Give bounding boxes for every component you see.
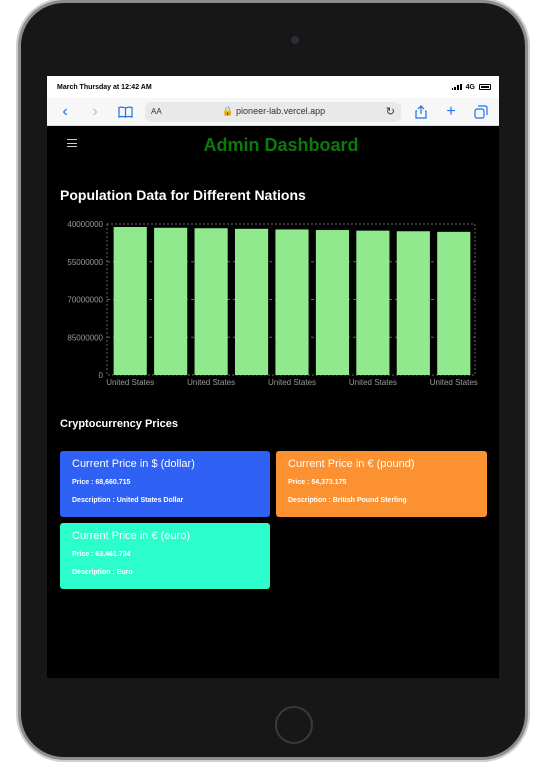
status-bar: March Thursday at 12:42 AM 4G (47, 76, 499, 98)
bar (356, 230, 390, 375)
bar (275, 229, 309, 375)
share-icon[interactable] (411, 102, 431, 122)
y-tick-label: 55000000 (67, 258, 103, 267)
home-button[interactable] (275, 706, 313, 744)
card-title: Current Price in $ (dollar) (72, 458, 195, 470)
url-text: 🔒 pioneer-lab.vercel.app (222, 106, 326, 116)
bar (154, 227, 188, 375)
card-price: Price : 63,461.734 (72, 551, 131, 558)
x-tick-label: United States (187, 378, 235, 387)
status-indicators: 4G (451, 83, 491, 91)
signal-icon (451, 84, 462, 90)
card-price: Price : 68,660.715 (72, 479, 131, 486)
bar (315, 230, 350, 375)
url-value: pioneer-lab.vercel.app (236, 106, 326, 116)
population-title: Population Data for Different Nations (60, 187, 306, 203)
card-title: Current Price in € (pound) (288, 458, 415, 470)
menu-icon[interactable] (67, 139, 77, 147)
population-bar-chart: 400000005500000070000000850000000United … (67, 220, 478, 387)
reload-icon[interactable]: ↻ (385, 106, 395, 118)
card-description: Description : United States Dollar (72, 497, 184, 504)
card-title: Current Price in € (euro) (72, 530, 190, 542)
bar (437, 231, 471, 375)
camera-icon (291, 36, 299, 44)
address-bar[interactable]: AA 🔒 pioneer-lab.vercel.app ↻ (145, 101, 401, 122)
y-tick-label: 40000000 (67, 220, 103, 229)
bar (234, 228, 269, 375)
y-tick-label: 70000000 (67, 296, 103, 305)
app-header: Admin Dashboard (47, 126, 499, 164)
card-description: Description : British Pound Sterling (288, 497, 407, 504)
x-tick-label: United States (349, 378, 397, 387)
card-description: Description : Euro (72, 569, 133, 576)
status-time: March Thursday at 12:42 AM (57, 83, 152, 91)
tabs-icon[interactable] (471, 102, 491, 122)
browser-toolbar: ‹ › AA 🔒 pioneer-lab.vercel.app ↻ + (47, 98, 499, 126)
bookmarks-icon[interactable] (115, 102, 135, 122)
page-title: Admin Dashboard (203, 134, 359, 155)
screen: March Thursday at 12:42 AM 4G ‹ › AA 🔒 p… (47, 76, 499, 678)
plot-frame (106, 223, 476, 376)
battery-icon (479, 84, 491, 90)
y-tick-label: 0 (99, 371, 104, 380)
y-tick-label: 85000000 (67, 333, 103, 342)
bar (194, 228, 228, 375)
x-tick-label: United States (106, 378, 154, 387)
x-tick-label: United States (268, 378, 316, 387)
price-card-euro: Current Price in € (euro) Price : 63,461… (60, 523, 270, 589)
card-price: Price : 54,373.175 (288, 479, 347, 486)
price-card-pound: Current Price in € (pound) Price : 54,37… (276, 451, 487, 517)
back-icon[interactable]: ‹ (62, 102, 68, 120)
new-tab-icon[interactable]: + (446, 102, 456, 120)
price-card-dollar: Current Price in $ (dollar) Price : 68,6… (60, 451, 270, 517)
x-tick-label: United States (430, 378, 478, 387)
bar (113, 227, 147, 375)
network-label: 4G (465, 83, 475, 91)
forward-icon[interactable]: › (92, 102, 98, 120)
crypto-title: Cryptocurrency Prices (60, 418, 178, 430)
bar (396, 231, 430, 375)
reader-aa-button[interactable]: AA (151, 107, 162, 116)
